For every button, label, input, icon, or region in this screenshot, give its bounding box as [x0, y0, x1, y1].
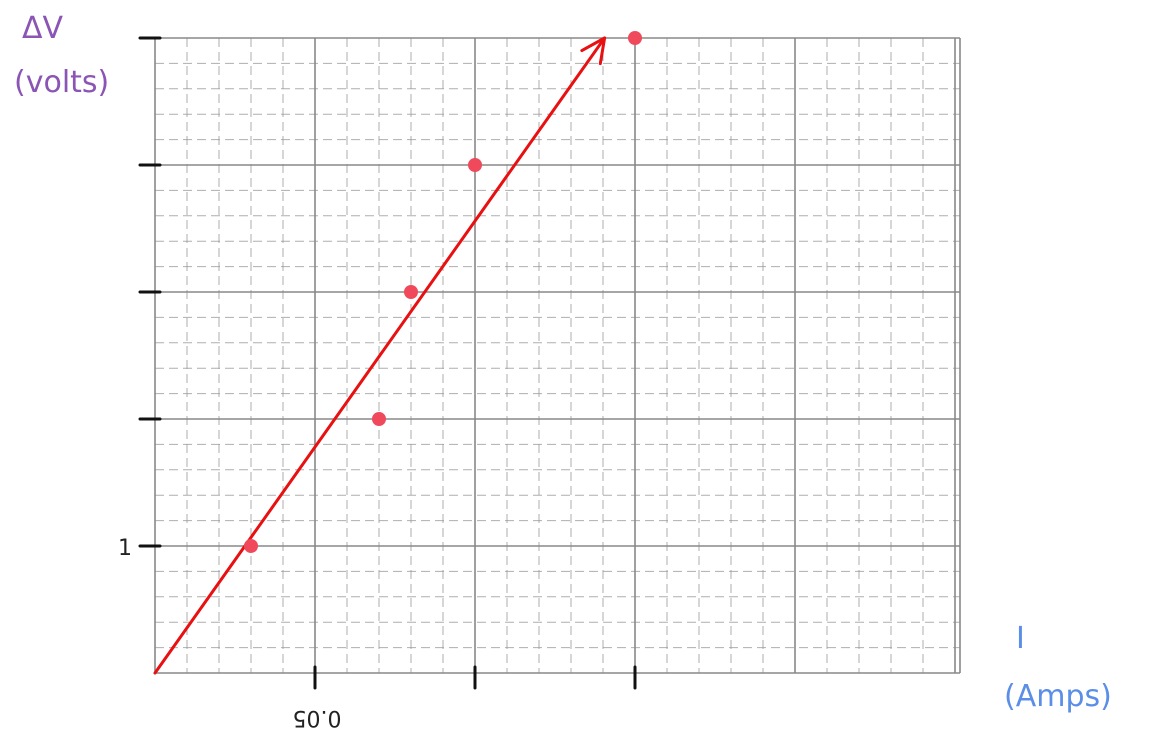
y-axis-ticks: 1: [118, 36, 162, 561]
fit-line-arrowhead: [580, 36, 607, 66]
y-axis-symbol: ΔV: [22, 11, 64, 46]
x-tick-label: 0.05: [293, 705, 342, 730]
data-point: [404, 285, 418, 299]
major-grid: [154, 37, 961, 674]
data-point: [628, 31, 642, 45]
data-point: [468, 158, 482, 172]
y-axis-unit: (volts): [14, 65, 109, 100]
fit-line-group: [153, 36, 607, 675]
data-points: [244, 31, 642, 553]
data-point: [372, 412, 386, 426]
x-axis-symbol: I: [1016, 621, 1025, 656]
minor-grid: [154, 37, 960, 674]
x-axis-ticks: 0.05: [293, 665, 637, 730]
fit-line: [153, 36, 607, 675]
x-axis-unit: (Amps): [1004, 679, 1112, 714]
data-point: [244, 539, 258, 553]
y-tick-label: 1: [118, 536, 132, 561]
